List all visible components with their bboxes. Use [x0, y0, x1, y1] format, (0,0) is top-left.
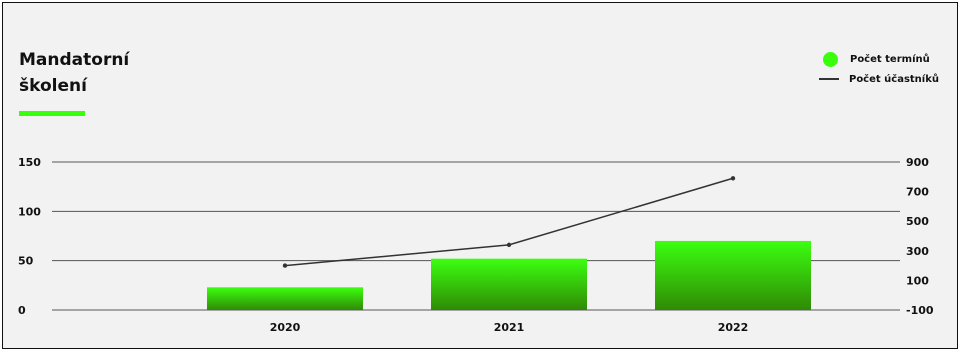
x-tick-label: 2021	[494, 321, 525, 334]
line-series	[282, 176, 736, 268]
y-left-tick-label: 50	[18, 255, 34, 268]
legend-line-icon	[818, 78, 839, 80]
y-right-tick-label: 500	[906, 215, 929, 228]
chart-title-line2: školení	[19, 76, 87, 96]
line-point	[282, 263, 288, 268]
title-accent-bar	[19, 111, 85, 116]
chart-title: Mandatorní školení	[19, 47, 129, 99]
line-point	[730, 176, 736, 181]
y-right-tick-label: -100	[906, 304, 934, 317]
legend-label-bars: Počet termínů	[849, 53, 930, 65]
y-left-tick-label: 0	[18, 304, 26, 317]
legend-label-line: Počet účastníků	[848, 73, 939, 85]
legend-dot-icon	[822, 51, 838, 67]
y-right-tick-label: 100	[906, 274, 929, 287]
bar	[655, 240, 811, 310]
y-left-tick-label: 100	[18, 205, 41, 218]
legend-item-bars: Počet termínů	[822, 49, 939, 69]
x-tick-label: 2020	[270, 321, 301, 334]
line-point	[506, 242, 512, 248]
chart-legend: Počet termínů Počet účastníků	[818, 49, 939, 89]
legend-item-line: Počet účastníků	[818, 69, 939, 89]
bar	[431, 258, 587, 310]
y-right-tick-label: 700	[906, 186, 929, 199]
chart-title-line1: Mandatorní	[19, 50, 130, 70]
x-tick-label: 2022	[718, 321, 749, 334]
bar	[207, 287, 363, 310]
y-right-tick-label: 900	[906, 156, 929, 169]
axis-labels: 0 50 100 150 -100 100 300 500 700 900 2020 2021 2022	[18, 156, 934, 334]
y-right-tick-label: 300	[906, 245, 929, 258]
y-left-tick-label: 150	[18, 156, 41, 169]
bar-series	[207, 240, 811, 310]
